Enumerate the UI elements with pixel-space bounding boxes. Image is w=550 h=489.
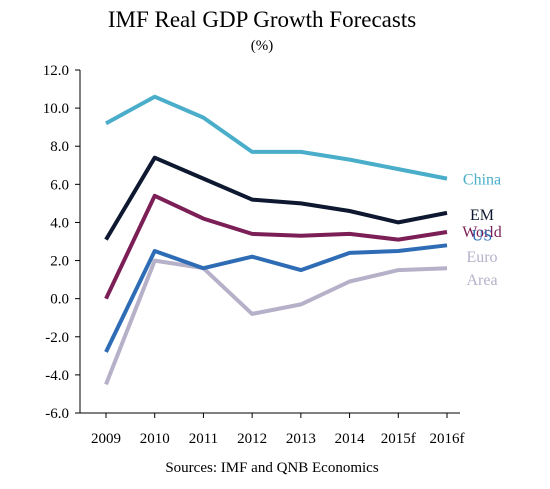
- series-label: US: [472, 227, 492, 244]
- y-tick-label: -2.0: [45, 330, 69, 346]
- y-tick-label: -6.0: [45, 406, 69, 422]
- y-tick-label: 6.0: [50, 177, 69, 193]
- x-tick-label: 2013: [286, 431, 316, 447]
- x-tick-label: 2016f: [430, 431, 465, 447]
- source-note: Sources: IMF and QNB Economics: [165, 460, 378, 476]
- series-layer: [104, 94, 448, 386]
- y-tick-label: 10.0: [43, 101, 69, 117]
- y-tick-label: 12.0: [43, 63, 69, 79]
- x-tick-label: 2009: [91, 431, 121, 447]
- x-tick-label: 2011: [189, 431, 218, 447]
- series-label: World: [462, 224, 502, 241]
- series-label: Euro: [466, 249, 497, 266]
- x-tick-label: 2010: [140, 431, 170, 447]
- chart-subtitle: (%): [251, 38, 274, 54]
- series-line-euro-area: [104, 258, 448, 386]
- x-tick-label: 2014: [335, 431, 366, 447]
- y-tick-label: -4.0: [45, 368, 69, 384]
- series-label: Area: [466, 272, 497, 289]
- series-line-world: [104, 193, 448, 300]
- x-tick-label: 2012: [237, 431, 267, 447]
- y-tick-label: 2.0: [50, 254, 69, 270]
- tick-layer: 12.0 10.0 8.0 6.0 4.0 2.0 0.0 -2.0 -4.0 -6.0 2009 2…: [43, 63, 465, 447]
- y-tick-label: 4.0: [50, 215, 69, 231]
- series-line-china: [105, 94, 448, 181]
- series-label: China: [463, 172, 501, 189]
- y-tick-label: 8.0: [50, 139, 69, 155]
- y-tick-label: 0.0: [50, 292, 69, 308]
- series-line-us: [104, 243, 448, 353]
- series-label: EM: [470, 207, 494, 224]
- chart-title: IMF Real GDP Growth Forecasts: [108, 7, 416, 32]
- x-tick-label: 2015f: [381, 431, 416, 447]
- series-line-em: [104, 155, 448, 241]
